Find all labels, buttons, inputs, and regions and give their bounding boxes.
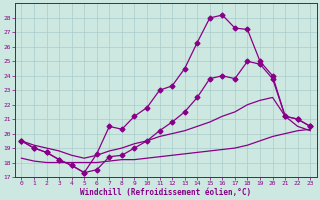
X-axis label: Windchill (Refroidissement éolien,°C): Windchill (Refroidissement éolien,°C) [80, 188, 252, 197]
